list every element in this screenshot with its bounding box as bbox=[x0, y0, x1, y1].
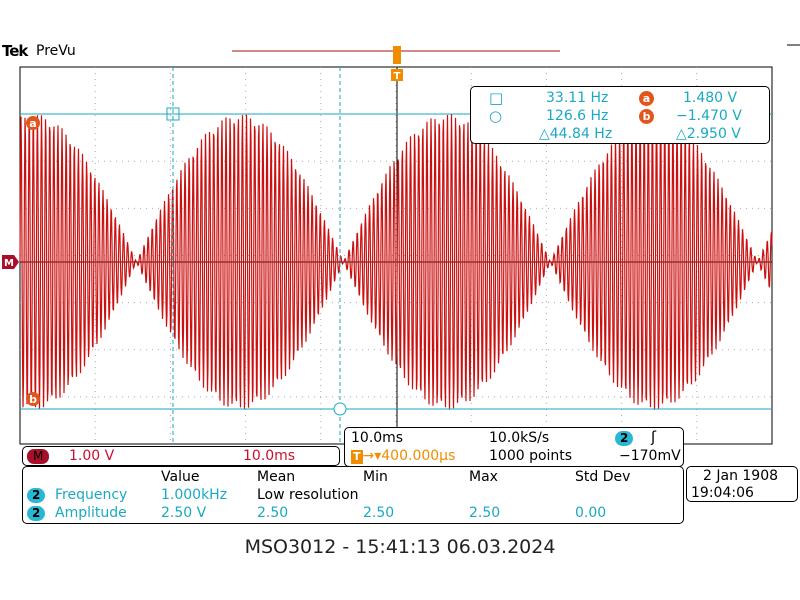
record-length: 1000 points bbox=[489, 448, 573, 464]
datetime-panel: 2 Jan 1908 19:04:06 bbox=[686, 466, 798, 502]
row2-mean: 2.50 bbox=[257, 505, 289, 521]
trigger-delay: T →▾400.000μs bbox=[351, 448, 456, 464]
row2-name: Amplitude bbox=[55, 505, 127, 521]
trigger-position-marker bbox=[393, 46, 401, 64]
scope-date: 2 Jan 1908 bbox=[703, 468, 779, 484]
header-std-dev: Std Dev bbox=[575, 469, 631, 485]
waveform-trace bbox=[19, 114, 773, 410]
vbar2-circle-handle bbox=[333, 402, 347, 416]
math-channel-badge: M bbox=[27, 448, 50, 464]
trigger-level: −170mV bbox=[619, 448, 681, 464]
timebase-panel[interactable]: 10.0ms 10.0kS/s 2 ʃ T →▾400.000μs 1000 po… bbox=[344, 427, 684, 467]
timebase-scale: 10.0ms bbox=[351, 430, 404, 446]
cursor-b-ref-dot bbox=[26, 392, 40, 406]
scope-time: 19:04:06 bbox=[691, 485, 754, 501]
ground-marker bbox=[2, 255, 19, 269]
vbar2-frequency: 126.6 Hz bbox=[546, 108, 609, 124]
cursor-b-ref-label: b bbox=[29, 393, 37, 406]
vbar1-square-handle bbox=[166, 107, 180, 121]
row2-max: 2.50 bbox=[469, 505, 501, 521]
header-max: Max bbox=[469, 469, 498, 485]
measurements-panel[interactable]: Value Mean Min Max Std Dev 2 Frequency 1… bbox=[22, 466, 684, 524]
channel-time-per-div: 10.0ms bbox=[243, 448, 296, 464]
circle-icon: ○ bbox=[489, 107, 503, 125]
cursor-a-ref-dot bbox=[26, 116, 40, 130]
trigger-point-label: T bbox=[394, 71, 401, 82]
brand-logo: Tek bbox=[2, 42, 28, 60]
header-mean: Mean bbox=[257, 469, 296, 485]
acquisition-mode: PreVu bbox=[36, 43, 76, 59]
header-value: Value bbox=[161, 469, 200, 485]
row1-value: 1.000kHz bbox=[161, 487, 228, 503]
sample-rate: 10.0kS/s bbox=[489, 430, 550, 446]
square-icon: □ bbox=[489, 89, 504, 107]
waveform-path bbox=[19, 114, 773, 410]
vbar1-frequency: 33.11 Hz bbox=[546, 90, 609, 106]
cursor-a-value: 1.480 V bbox=[683, 90, 738, 106]
cursor-readout-panel: □ 33.11 Hz ○ 126.6 Hz △44.84 Hz a 1.480 … bbox=[470, 86, 770, 144]
ground-marker-label: M bbox=[4, 258, 14, 269]
channel-volts-per-div: 1.00 V bbox=[69, 448, 115, 464]
row2-channel-badge: 2 bbox=[27, 505, 46, 521]
delta-frequency: △44.84 Hz bbox=[539, 126, 613, 142]
row2-std-dev: 0.00 bbox=[575, 505, 607, 521]
cursor-a-marker: a bbox=[639, 90, 654, 106]
cursor-b-marker: b bbox=[639, 108, 654, 124]
row2-min: 2.50 bbox=[363, 505, 395, 521]
row1-channel-badge: 2 bbox=[27, 487, 46, 503]
cursor-b-value: −1.470 V bbox=[676, 108, 742, 124]
row1-mean: Low resolution bbox=[257, 487, 359, 503]
header-min: Min bbox=[363, 469, 388, 485]
channel-scale-panel[interactable]: M 1.00 V 10.0ms bbox=[22, 446, 340, 466]
trigger-point-marker bbox=[391, 69, 403, 81]
row2-value: 2.50 V bbox=[161, 505, 207, 521]
rising-edge-icon: ʃ bbox=[651, 428, 657, 446]
cursor-a-ref-label: a bbox=[29, 117, 36, 130]
delta-voltage: △2.950 V bbox=[676, 126, 741, 142]
row1-name: Frequency bbox=[55, 487, 128, 503]
trigger-source: 2 bbox=[615, 430, 634, 446]
capture-caption: MSO3012 - 15:41:13 06.03.2024 bbox=[244, 536, 556, 558]
